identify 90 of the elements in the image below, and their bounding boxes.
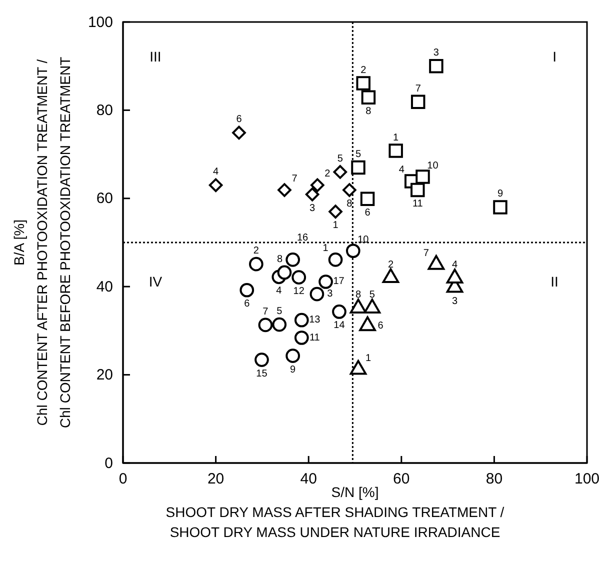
annotation: 8 [277, 254, 284, 266]
point [416, 170, 430, 184]
x-tick-label: 0 [118, 470, 128, 488]
annotation: 5 [337, 153, 344, 164]
annotation: 17 [333, 276, 345, 288]
annotation: 14 [334, 320, 346, 332]
annotation: 1 [322, 243, 329, 254]
annotation: 3 [310, 202, 316, 214]
point [351, 160, 366, 175]
point [332, 304, 346, 319]
y-tick-label: 60 [96, 190, 113, 208]
annotation: 9 [290, 364, 296, 376]
annotation: 4 [213, 166, 220, 178]
point [208, 178, 223, 192]
annotation: 2 [388, 259, 394, 270]
annotation: 3 [433, 48, 440, 59]
point [342, 183, 356, 197]
annotation: 1 [365, 353, 372, 364]
y-tick-label: 100 [88, 14, 113, 31]
point [292, 270, 306, 285]
annotation: IV [148, 274, 163, 290]
point [410, 182, 425, 198]
y-tick-label: 20 [96, 366, 113, 384]
annotation: 6 [236, 114, 242, 126]
annotation: 13 [309, 314, 321, 326]
annotation: 7 [262, 306, 269, 318]
point [333, 165, 348, 179]
point [232, 126, 246, 140]
y-tick-label: 40 [96, 278, 113, 296]
annotation: 9 [497, 188, 504, 200]
annotation: 7 [415, 83, 422, 94]
annotation: 4 [398, 164, 405, 176]
annotation: I [552, 48, 556, 65]
x-tick-label: 100 [574, 470, 599, 488]
point [305, 188, 320, 202]
point [410, 94, 426, 109]
annotation: 2 [360, 64, 367, 76]
point [286, 348, 300, 364]
annotation: 11 [412, 198, 424, 210]
point [356, 76, 370, 90]
point [310, 286, 324, 302]
annotation: 5 [355, 149, 362, 160]
annotation: 15 [256, 368, 268, 380]
point [361, 90, 376, 105]
point [493, 200, 508, 214]
annotation: 6 [378, 320, 384, 332]
annotation: 3 [327, 288, 334, 300]
point [360, 192, 375, 206]
annotation: 7 [423, 248, 430, 260]
annotation: 4 [452, 260, 458, 271]
point [294, 312, 309, 328]
annotation: 7 [292, 174, 298, 185]
annotation: 11 [309, 332, 320, 344]
y-axis-title: B/A [%] Chl CONTENT AFTER PHOTOOXIDATION TREATMENT / Chl CONTENT BEFORE PHOTOOXIDATION TREATMENT [11, 56, 73, 428]
annotation: 2 [324, 168, 331, 180]
annotation: 6 [364, 207, 371, 218]
point [388, 144, 403, 158]
point [248, 256, 264, 272]
point [286, 252, 300, 267]
point [346, 244, 360, 258]
point [272, 317, 287, 332]
annotation: 12 [293, 286, 305, 297]
annotation: 1 [393, 132, 400, 144]
annotation: II [550, 274, 558, 290]
annotation: 16 [297, 232, 309, 244]
annotation: 5 [369, 290, 376, 301]
annotation: III [150, 48, 162, 65]
annotation: 1 [332, 220, 339, 232]
annotation: 8 [346, 198, 353, 210]
point [328, 204, 342, 219]
annotation: 8 [366, 106, 372, 117]
annotation: 3 [452, 296, 458, 307]
annotation: 10 [427, 160, 439, 172]
point [328, 252, 343, 267]
y-tick-label: 0 [104, 454, 113, 472]
annotation: 6 [244, 298, 250, 310]
annotation: 2 [253, 246, 260, 257]
point [278, 183, 292, 197]
annotation: 5 [276, 306, 283, 318]
point [240, 282, 254, 298]
point [429, 58, 444, 74]
point [258, 318, 273, 332]
point [294, 330, 309, 345]
point [310, 178, 324, 192]
point [254, 352, 269, 367]
annotation: 8 [355, 290, 362, 301]
annotation: 4 [276, 285, 282, 296]
point [277, 265, 292, 280]
y-tick-label: 80 [96, 102, 113, 119]
point [318, 274, 333, 289]
